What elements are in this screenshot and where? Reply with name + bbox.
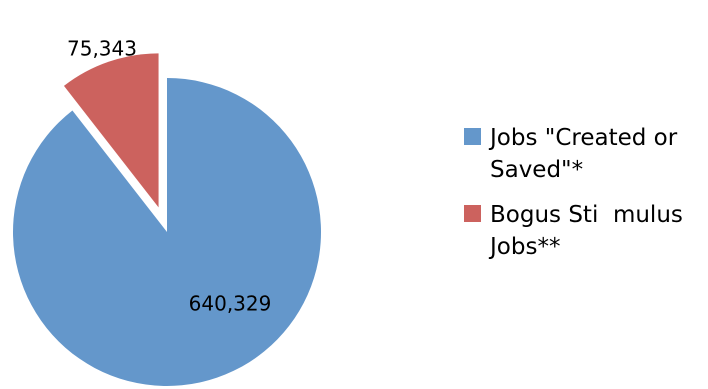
legend-label: Bogus Sti mulus Jobs**	[490, 202, 691, 260]
pie-slice-jobs-created-or-saved	[13, 78, 322, 386]
legend-item-bogus-stimulus-jobs: Bogus Sti mulus Jobs**	[464, 199, 708, 263]
data-label: 75,343	[67, 37, 137, 61]
legend: Jobs "Created or Saved"* Bogus Sti mulus…	[464, 122, 708, 276]
legend-label: Jobs "Created or Saved"*	[490, 125, 685, 183]
pie-slice-bogus-stimulus-jobs	[63, 53, 159, 208]
data-label: 640,329	[189, 292, 272, 316]
legend-item-jobs-created-or-saved: Jobs "Created or Saved"*	[464, 122, 708, 186]
legend-swatch-red	[464, 205, 481, 222]
legend-swatch-blue	[464, 128, 481, 145]
